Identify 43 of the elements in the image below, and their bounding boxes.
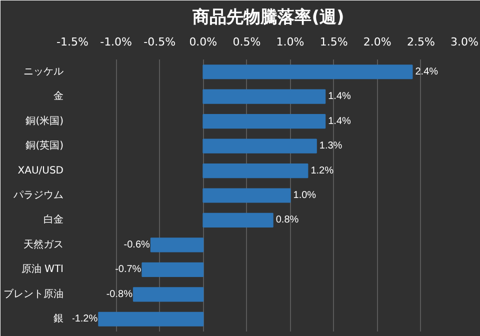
x-tick-label: -0.5%: [144, 36, 176, 48]
data-label: 1.4%: [328, 116, 352, 127]
x-tick-label: 1.0%: [276, 36, 304, 48]
y-tick-label: ブレント原油: [4, 288, 64, 300]
data-label: -0.7%: [115, 264, 142, 276]
x-tick-label: 2.0%: [363, 36, 392, 48]
y-tick-label: 銅(米国): [26, 114, 64, 127]
bar: [202, 138, 317, 154]
bar: [202, 114, 326, 129]
y-tick-label: 白金: [44, 214, 64, 226]
y-tick-label: 天然ガス: [24, 238, 64, 250]
bar: [202, 163, 308, 178]
x-tick-label: 3.0%: [450, 36, 478, 48]
x-tick-label: 1.5%: [320, 36, 348, 48]
y-tick-label: 原油 WTI: [21, 263, 64, 276]
data-label: 0.8%: [276, 214, 299, 226]
bar: [202, 188, 291, 203]
data-label: 1.0%: [293, 190, 316, 201]
bar: [150, 238, 204, 252]
y-tick-label: 銀: [54, 314, 64, 325]
data-label: -0.8%: [106, 288, 133, 300]
data-label: -0.6%: [124, 239, 150, 250]
x-tick-label: 0.0%: [189, 36, 218, 48]
bar: [142, 262, 204, 277]
data-label: 1.3%: [319, 140, 342, 152]
y-tick-label: 金: [54, 90, 64, 102]
x-tick-label: -1.0%: [100, 36, 132, 48]
bar: [98, 312, 204, 326]
x-tick-label: 0.5%: [232, 36, 261, 48]
y-tick-label: ニッケル: [24, 66, 64, 78]
data-label: 1.4%: [328, 91, 352, 102]
bar: [202, 212, 274, 228]
y-tick-label: 銅(英国): [26, 140, 64, 152]
data-label: 2.4%: [415, 66, 438, 78]
chart-title: 商品先物騰落率(週): [192, 8, 344, 28]
x-tick-label: 2.5%: [406, 36, 435, 48]
bar: [202, 64, 413, 80]
y-tick-label: XAU/USD: [18, 165, 64, 176]
x-tick-label: -1.5%: [56, 36, 88, 48]
y-tick-label: パラジウム: [12, 190, 64, 201]
bar: [202, 89, 326, 104]
bar: [132, 287, 204, 302]
data-label: 1.2%: [310, 165, 334, 176]
